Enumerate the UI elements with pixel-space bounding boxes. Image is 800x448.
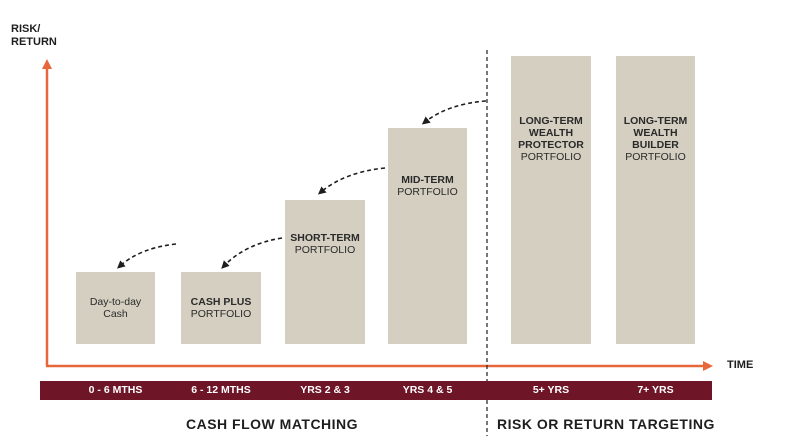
bar-long-term-wealth-builder: LONG-TERM WEALTH BUILDER PORTFOLIO <box>616 56 695 344</box>
bar-cash-plus-portfolio: CASH PLUS PORTFOLIO <box>181 272 261 344</box>
bar-label-line: PORTFOLIO <box>294 244 356 256</box>
bar-label-bold: SHORT-TERM <box>290 232 360 244</box>
section-label-cash-flow-matching: CASH FLOW MATCHING <box>186 416 359 432</box>
bar-label-line: PORTFOLIO <box>190 308 252 320</box>
bar-label: LONG-TERM WEALTH BUILDER PORTFOLIO <box>624 115 688 163</box>
bar-day-to-day-cash: Day-to-day Cash <box>76 272 155 344</box>
timeline-label: 6 - 12 MTHS <box>191 384 251 396</box>
bar-label-line: PORTFOLIO <box>397 186 458 198</box>
bar-label-line: Cash <box>103 308 128 320</box>
y-axis-label-line-2: RETURN <box>11 36 57 48</box>
x-axis-label: TIME <box>727 359 754 371</box>
timeline-label: 5+ YRS <box>532 384 570 396</box>
y-axis-label-line-1: RISK/ <box>11 23 41 35</box>
bar-label-bold: MID-TERM <box>401 174 454 186</box>
bar-label: MID-TERM PORTFOLIO <box>397 174 457 198</box>
timeline-label: YRS 4 & 5 <box>402 384 453 396</box>
flow-arrow-1 <box>117 243 177 269</box>
bar-label-line: PORTFOLIO <box>520 151 582 163</box>
bar-mid-term-portfolio: MID-TERM PORTFOLIO <box>388 128 467 344</box>
bar-long-term-wealth-protector: LONG-TERM WEALTH PROTECTOR PORTFOLIO <box>511 56 591 344</box>
section-label-risk-or-return-targeting: RISK OR RETURN TARGETING <box>497 416 715 432</box>
bar-label: Day-to-day Cash <box>90 296 141 320</box>
bar-label-bold: WEALTH <box>633 127 678 139</box>
timeline-label: 7+ YRS <box>637 384 674 396</box>
timeline-label: YRS 2 & 3 <box>300 384 350 396</box>
bar-label-bold: PROTECTOR <box>518 139 584 151</box>
y-axis-label: RISK/ RETURN <box>11 23 57 49</box>
flow-arrow-2 <box>221 237 283 269</box>
bar-label-bold: LONG-TERM <box>623 115 688 127</box>
flow-arrow-4 <box>421 100 487 125</box>
bar-label-line: Day-to-day <box>89 296 142 308</box>
bar-short-term-portfolio: SHORT-TERM PORTFOLIO <box>285 200 365 344</box>
bar-label: LONG-TERM WEALTH PROTECTOR PORTFOLIO <box>518 115 584 163</box>
bar-label-bold: LONG-TERM <box>519 115 583 127</box>
timeline-label: 0 - 6 MTHS <box>88 384 143 396</box>
bar-label-bold: CASH PLUS <box>190 296 252 308</box>
bar-label-bold: WEALTH <box>528 127 574 139</box>
bar-label: CASH PLUS PORTFOLIO <box>191 296 252 320</box>
bar-label-line: PORTFOLIO <box>625 151 686 163</box>
bar-label: SHORT-TERM PORTFOLIO <box>290 232 359 256</box>
bar-label-bold: BUILDER <box>632 139 679 151</box>
flow-arrow-3 <box>317 167 386 195</box>
timeline-band: 0 - 6 MTHS 6 - 12 MTHS YRS 2 & 3 YRS 4 &… <box>40 381 712 400</box>
